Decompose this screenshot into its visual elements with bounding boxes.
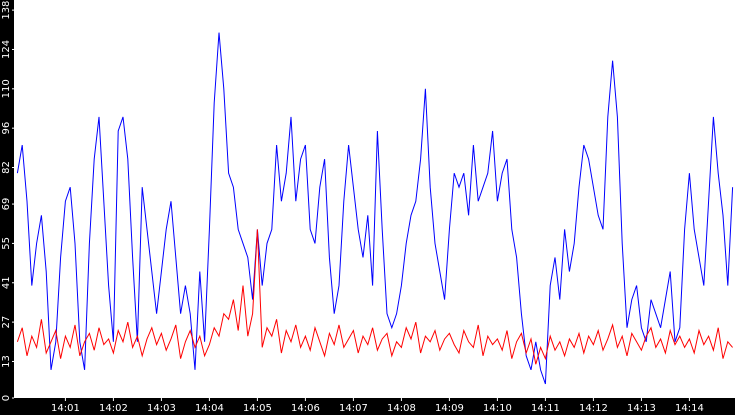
y-tick-label: 82 — [1, 161, 12, 174]
x-tick-label: 14:08 — [387, 403, 416, 414]
y-tick-label: 69 — [1, 198, 12, 211]
x-tick-label: 14:09 — [435, 403, 464, 414]
y-tick-label: 124 — [1, 40, 12, 59]
x-tick-label: 14:04 — [195, 403, 224, 414]
line-series — [16, 229, 733, 365]
x-axis-strip — [0, 398, 735, 415]
x-tick-label: 14:13 — [627, 403, 656, 414]
y-tick-label: 138 — [1, 1, 12, 20]
y-tick-label: 0 — [1, 395, 12, 401]
line-series — [16, 32, 734, 385]
y-tick-label: 27 — [1, 316, 12, 329]
x-tick-label: 14:12 — [579, 403, 608, 414]
y-tick-label: 55 — [1, 237, 12, 250]
y-tick-label: 96 — [1, 122, 12, 135]
y-tick-label: 110 — [1, 79, 12, 98]
y-tick-label: 41 — [1, 276, 12, 289]
x-tick-label: 14:11 — [531, 403, 560, 414]
x-tick-label: 14:10 — [483, 403, 512, 414]
x-tick-label: 14:14 — [675, 403, 704, 414]
y-axis-strip — [0, 0, 14, 415]
y-tick-label: 13 — [1, 355, 12, 368]
x-tick-label: 14:01 — [51, 403, 80, 414]
x-tick-label: 14:02 — [99, 403, 128, 414]
x-tick-label: 14:07 — [339, 403, 368, 414]
x-tick-label: 14:06 — [291, 403, 320, 414]
x-tick-label: 14:05 — [243, 403, 272, 414]
x-tick-label: 14:03 — [147, 403, 176, 414]
